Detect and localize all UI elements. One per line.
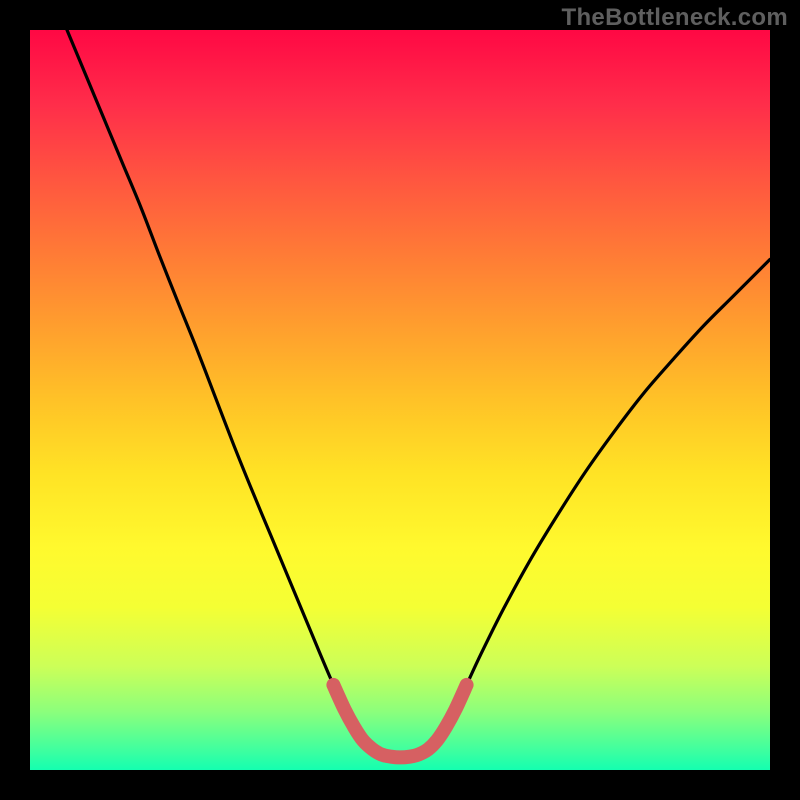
- stage: TheBottleneck.com: [0, 0, 800, 800]
- watermark-text: TheBottleneck.com: [562, 4, 788, 32]
- chart-background: [30, 30, 770, 770]
- chart-svg: [0, 0, 800, 800]
